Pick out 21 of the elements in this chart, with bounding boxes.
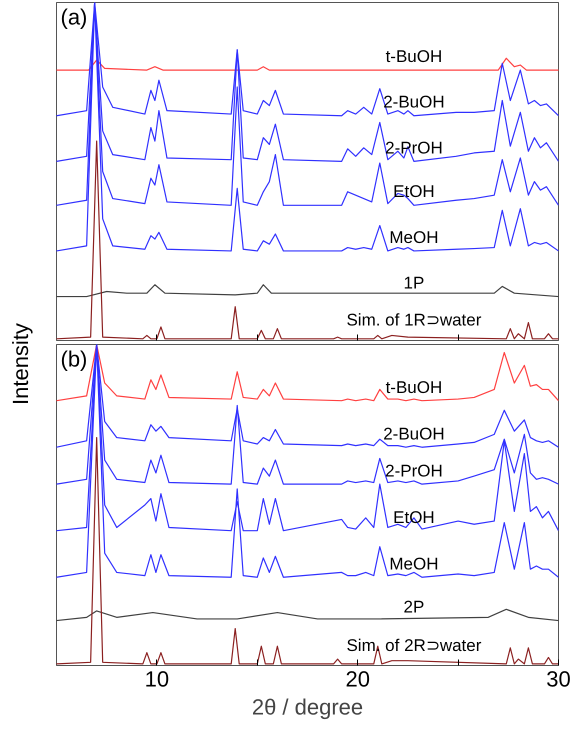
series-label: EtOH (393, 182, 435, 202)
series-label: t-BuOH (386, 47, 442, 66)
series-label: MeOH (389, 228, 438, 247)
x-axis-title: 2θ / degree (252, 694, 364, 720)
series-label: Sim. of 1R⊃water (346, 310, 482, 330)
y-axis-title: Intensity (7, 324, 33, 406)
series-label: Sim. of 2R⊃water (346, 636, 482, 655)
chart-title: (b) (60, 346, 88, 372)
series-label: 2-BuOH (383, 92, 445, 112)
series-label: t-BuOH (386, 378, 442, 397)
series-label: 2-BuOH (383, 424, 445, 444)
series-label: 2P (404, 598, 424, 617)
series-label: 1P (404, 274, 424, 293)
x-tick-label: 20 (345, 666, 370, 692)
x-tick-label: 10 (144, 666, 170, 692)
x-tick-label: 30 (546, 666, 571, 692)
series-label: 2-PrOH (385, 461, 443, 480)
series-label: EtOH (393, 508, 435, 527)
chart-title: (a) (60, 4, 88, 30)
series-label: 2-PrOH (385, 138, 443, 158)
series-label: MeOH (389, 554, 438, 574)
